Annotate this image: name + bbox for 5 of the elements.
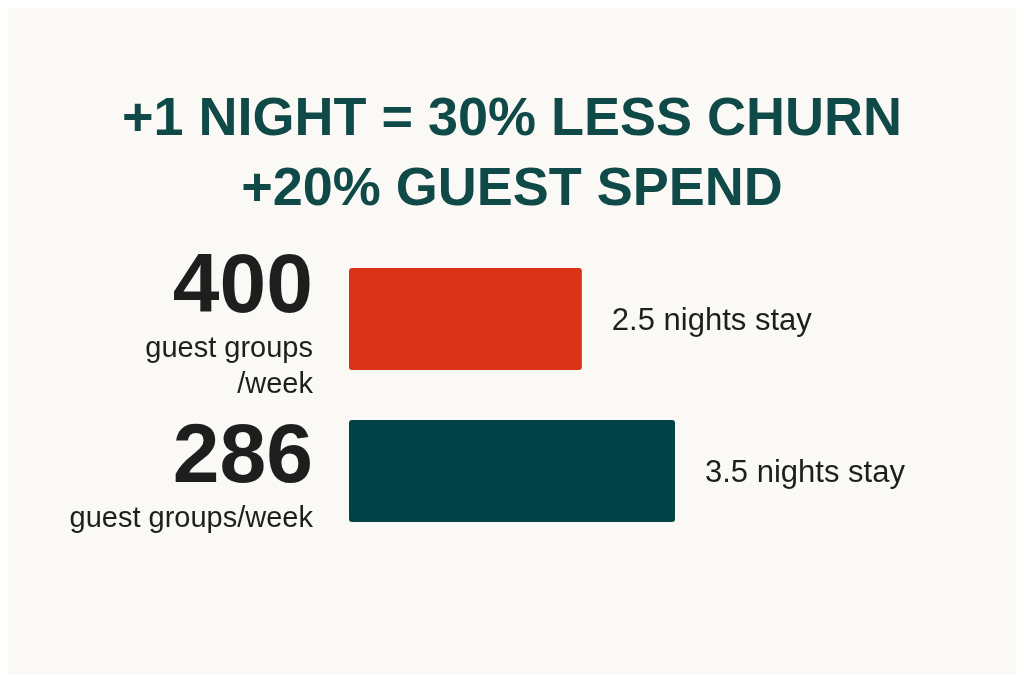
data-label: 2.5 nights stay — [611, 301, 813, 337]
data-label: 3.5 nights stay — [705, 453, 906, 489]
chart-title: +1 NIGHT = 30% LESS CHURN +20% GUEST SPEND — [121, 86, 903, 216]
y-tick-label: 286 guest groups/week — [69, 406, 314, 533]
y-tick-label: 400 guest groups /week — [145, 236, 314, 399]
